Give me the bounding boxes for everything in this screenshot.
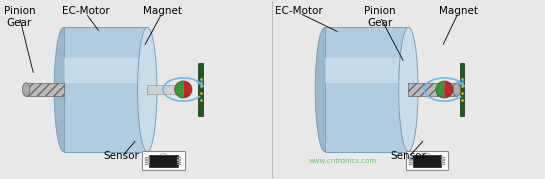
Bar xyxy=(441,159,445,161)
Bar xyxy=(146,159,150,161)
Ellipse shape xyxy=(453,83,461,96)
Bar xyxy=(409,162,414,163)
Polygon shape xyxy=(198,63,203,116)
Polygon shape xyxy=(175,81,183,98)
Bar xyxy=(146,157,150,158)
Bar xyxy=(177,162,181,163)
Bar xyxy=(146,162,150,163)
Ellipse shape xyxy=(137,27,157,152)
Text: Sensor: Sensor xyxy=(104,151,140,161)
Text: Pinion
Gear: Pinion Gear xyxy=(364,6,396,28)
Text: EC-Motor: EC-Motor xyxy=(275,6,323,16)
Bar xyxy=(177,159,181,161)
Bar xyxy=(409,164,414,165)
Polygon shape xyxy=(26,83,64,96)
Bar xyxy=(441,157,445,158)
Bar xyxy=(409,157,414,158)
FancyBboxPatch shape xyxy=(149,154,178,167)
Polygon shape xyxy=(408,83,457,96)
Text: Magnet: Magnet xyxy=(143,6,181,16)
Ellipse shape xyxy=(54,27,74,152)
Bar xyxy=(177,157,181,158)
Text: Magnet: Magnet xyxy=(439,6,477,16)
Text: www.cntronics.com: www.cntronics.com xyxy=(308,158,377,164)
Bar xyxy=(177,164,181,165)
Polygon shape xyxy=(444,81,453,98)
Text: Sensor: Sensor xyxy=(391,151,427,161)
Polygon shape xyxy=(64,27,147,152)
Polygon shape xyxy=(147,85,177,94)
Polygon shape xyxy=(408,85,438,94)
Bar xyxy=(441,164,445,165)
Bar xyxy=(441,162,445,163)
Text: EC-Motor: EC-Motor xyxy=(62,6,110,16)
Polygon shape xyxy=(436,81,444,98)
FancyBboxPatch shape xyxy=(406,151,449,170)
Ellipse shape xyxy=(399,27,418,152)
Ellipse shape xyxy=(22,83,30,96)
Polygon shape xyxy=(325,58,408,83)
Bar xyxy=(409,159,414,161)
Bar xyxy=(146,164,150,165)
Polygon shape xyxy=(325,27,408,152)
Polygon shape xyxy=(183,81,192,98)
Text: Pinion
Gear: Pinion Gear xyxy=(4,6,35,28)
Polygon shape xyxy=(459,63,464,116)
FancyBboxPatch shape xyxy=(142,151,185,170)
Polygon shape xyxy=(64,58,147,83)
Ellipse shape xyxy=(315,27,335,152)
FancyBboxPatch shape xyxy=(413,154,441,167)
